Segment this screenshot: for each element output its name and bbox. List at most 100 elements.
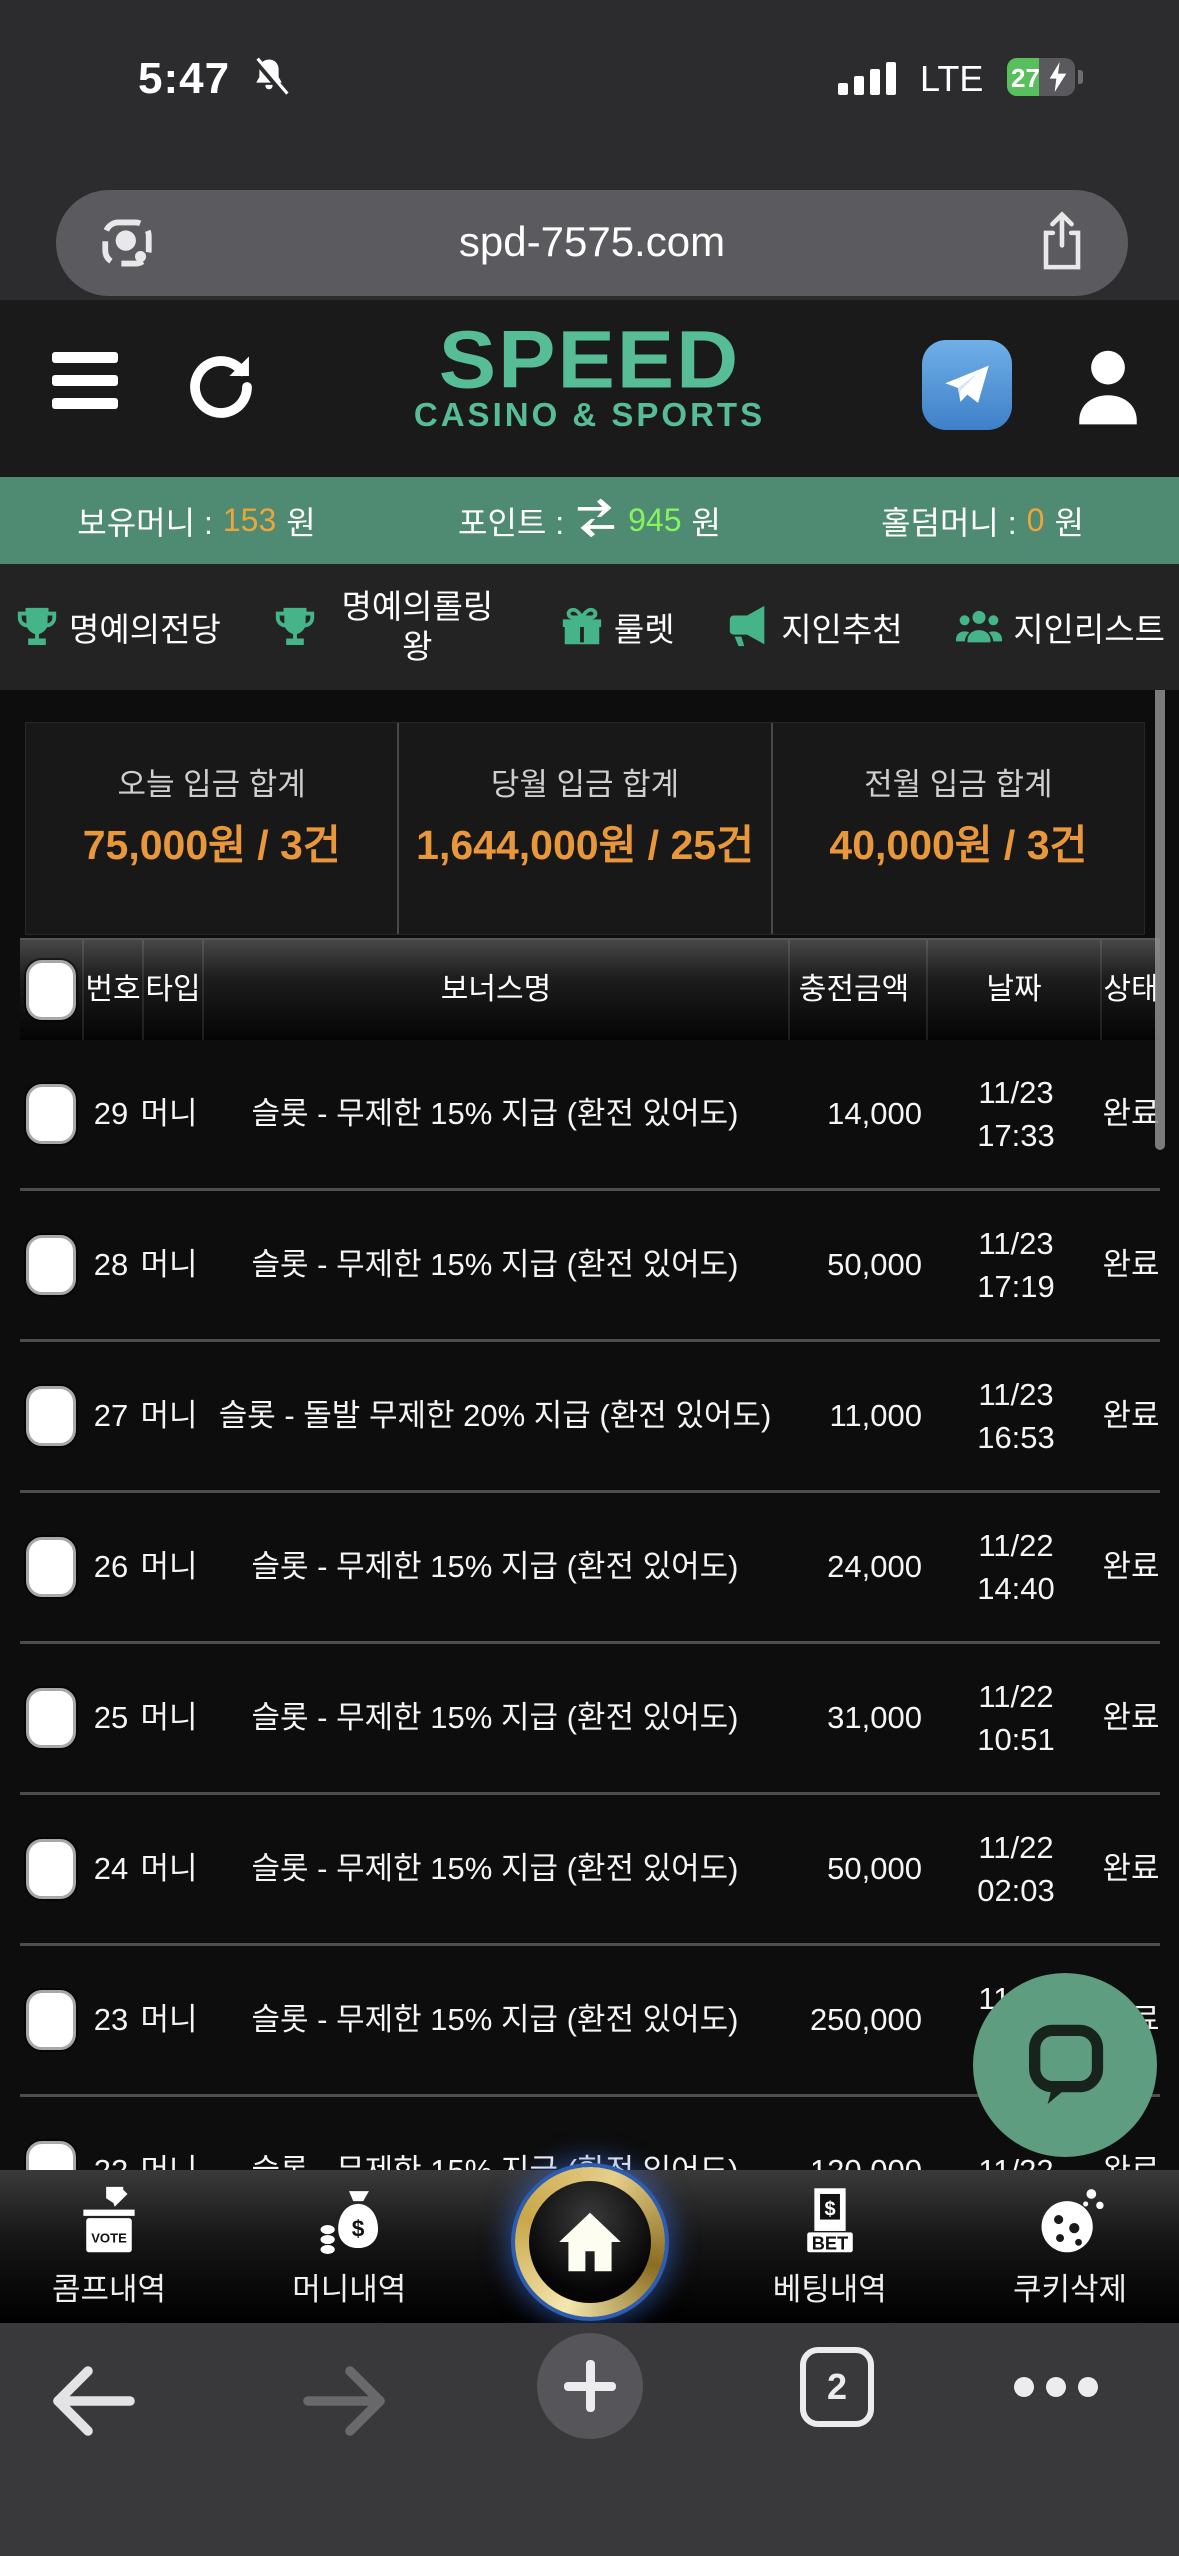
- row-date: 11/23 17:33: [930, 1071, 1102, 1158]
- menu-roulette[interactable]: 룰렛: [559, 603, 675, 651]
- svg-text:$: $: [352, 2215, 365, 2241]
- row-date: 11/22 02:03: [930, 1826, 1102, 1913]
- scrollbar-thumb[interactable]: [1155, 678, 1165, 1150]
- site-logo[interactable]: SPEED CASINO & SPORTS: [0, 318, 1179, 434]
- live-chat-button[interactable]: [973, 1973, 1157, 2157]
- row-checkbox[interactable]: [26, 1084, 76, 1144]
- row-status: 완료: [1102, 1548, 1160, 1584]
- menu-rolling-king[interactable]: 명예의롤링왕: [272, 587, 507, 668]
- row-status: 완료: [1102, 1850, 1160, 1886]
- header-type: 타입: [144, 940, 204, 1040]
- points-label: 포인트 :: [458, 504, 565, 541]
- svg-text:VOTE: VOTE: [91, 2230, 127, 2245]
- row-status: 완료: [1102, 1699, 1160, 1735]
- row-type: 머니: [140, 1397, 198, 1433]
- points-value: 945: [628, 502, 682, 538]
- battery-percent: 27: [1011, 63, 1040, 93]
- address-bar[interactable]: spd-7575.com: [56, 190, 1128, 296]
- own-money-value: 153: [222, 502, 277, 538]
- charging-bolt-icon: [1049, 62, 1067, 92]
- row-checkbox[interactable]: [26, 1235, 76, 1295]
- row-amount: 120,000: [792, 2153, 930, 2170]
- row-date-time: 17:33: [977, 1118, 1055, 1153]
- more-options-button[interactable]: [1014, 2377, 1098, 2397]
- nav-comp-history[interactable]: VOTE 콤프내역: [34, 2184, 184, 2309]
- svg-text:BET: BET: [812, 2233, 848, 2253]
- row-checkbox[interactable]: [26, 1839, 76, 1899]
- menu-friend-list[interactable]: 지인리스트: [954, 603, 1165, 651]
- row-bonus-name: 슬롯 - 돌발 무제한 20% 지급 (환전 있어도): [218, 1397, 772, 1433]
- holdem-money-label: 홀덤머니 :: [881, 504, 1017, 541]
- home-icon: [558, 2212, 621, 2271]
- row-checkbox[interactable]: [26, 1688, 76, 1748]
- row-number: 26: [93, 1549, 129, 1584]
- profile-icon[interactable]: [1062, 340, 1154, 437]
- row-amount: 24,000: [827, 1549, 922, 1584]
- row-checkbox[interactable]: [26, 1990, 76, 2050]
- browser-toolbar: 2: [0, 2323, 1179, 2556]
- status-bar: 5:47 LTE 27: [0, 0, 1179, 103]
- megaphone-icon: [730, 605, 765, 647]
- row-date-day: 11/23: [978, 1376, 1054, 1412]
- row-checkbox[interactable]: [26, 2141, 76, 2170]
- back-button[interactable]: [46, 2359, 142, 2448]
- svg-text:$: $: [824, 2198, 835, 2220]
- forward-button[interactable]: [296, 2359, 392, 2448]
- select-all-checkbox[interactable]: [26, 960, 76, 1020]
- row-date-day: 11/22: [930, 2149, 1102, 2170]
- menu-hall-of-fame[interactable]: 명예의전당: [14, 603, 221, 651]
- own-money-unit: 원: [286, 504, 316, 541]
- deposit-table-body: 29 머니 슬롯 - 무제한 15% 지급 (환전 있어도) 14,000 11…: [20, 1040, 1160, 2170]
- nav-betting-history[interactable]: $ BET 베팅내역: [755, 2184, 905, 2309]
- row-number: 22: [82, 2153, 140, 2170]
- row-date: 11/22 10:51: [930, 1675, 1102, 1762]
- page-content: 오늘 입금 합계 75,000원 / 3건 당월 입금 합계 1,644,000…: [0, 690, 1179, 2170]
- row-date: 11/23 17:19: [930, 1222, 1102, 1309]
- row-checkbox[interactable]: [26, 1537, 76, 1597]
- reload-icon[interactable]: [182, 348, 260, 431]
- nav-label: 쿠키삭제: [1012, 2272, 1128, 2307]
- holdem-money-unit: 원: [1054, 504, 1084, 541]
- row-status: 완료: [1102, 1246, 1160, 1282]
- table-row: 26 머니 슬롯 - 무제한 15% 지급 (환전 있어도) 24,000 11…: [20, 1493, 1160, 1644]
- wallet-points: 포인트 : 945 원: [393, 477, 786, 564]
- holdem-money-value: 0: [1026, 502, 1045, 538]
- share-icon[interactable]: [1034, 210, 1090, 279]
- new-tab-button[interactable]: [537, 2333, 643, 2439]
- row-date-time: 16:53: [977, 1420, 1055, 1455]
- site-bottom-nav: VOTE 콤프내역 $ 머니내역 $ BET 베팅내역 쿠키삭제: [0, 2166, 1179, 2323]
- nav-home-button[interactable]: [514, 2166, 665, 2317]
- summary-today: 오늘 입금 합계 75,000원 / 3건: [26, 723, 397, 934]
- swap-arrows-icon[interactable]: [574, 497, 618, 545]
- menu-referral[interactable]: 지인추천: [726, 603, 903, 651]
- row-date-day: 11/23: [978, 1225, 1054, 1261]
- menu-label: 지인추천: [781, 611, 903, 648]
- logo-text: SPEED: [438, 314, 741, 406]
- row-type: 머니: [140, 1548, 198, 1584]
- carrier-label: LTE: [920, 58, 984, 99]
- summary-label: 당월 입금 합계: [490, 767, 680, 802]
- nav-label: 머니내역: [292, 2272, 407, 2307]
- wallet-holdem-money: 홀덤머니 : 0 원: [786, 477, 1179, 564]
- lens-camera-icon[interactable]: [98, 214, 156, 277]
- row-date-time: 17:19: [977, 1269, 1055, 1304]
- tab-switcher-button[interactable]: 2: [800, 2347, 874, 2427]
- row-amount: 50,000: [827, 1851, 922, 1886]
- nav-label: 콤프내역: [51, 2272, 167, 2307]
- row-number: 28: [93, 1247, 129, 1282]
- row-bonus-name: 슬롯 - 무제한 15% 지급 (환전 있어도): [251, 1850, 739, 1886]
- battery-cap: [1078, 70, 1083, 84]
- row-status: 완료: [1102, 2151, 1160, 2170]
- deposit-table-header: 번호 타입 보너스명 충전금액 날짜 상태: [20, 938, 1160, 1040]
- nav-delete-cookies[interactable]: 쿠키삭제: [995, 2184, 1145, 2309]
- menu-hamburger-button[interactable]: [52, 352, 118, 421]
- row-date: 11/22 14:40: [930, 1524, 1102, 1611]
- nav-money-history[interactable]: $ 머니내역: [274, 2184, 424, 2309]
- telegram-button[interactable]: [922, 340, 1012, 430]
- bet-receipt-icon: $ BET: [806, 2188, 853, 2253]
- row-bonus-name: 슬롯 - 무제한 15% 지급 (환전 있어도): [251, 1095, 739, 1131]
- row-checkbox[interactable]: [26, 1386, 76, 1446]
- own-money-label: 보유머니 :: [77, 504, 213, 541]
- row-number: 25: [93, 1700, 129, 1735]
- chat-bubble-icon: [1029, 2024, 1104, 2104]
